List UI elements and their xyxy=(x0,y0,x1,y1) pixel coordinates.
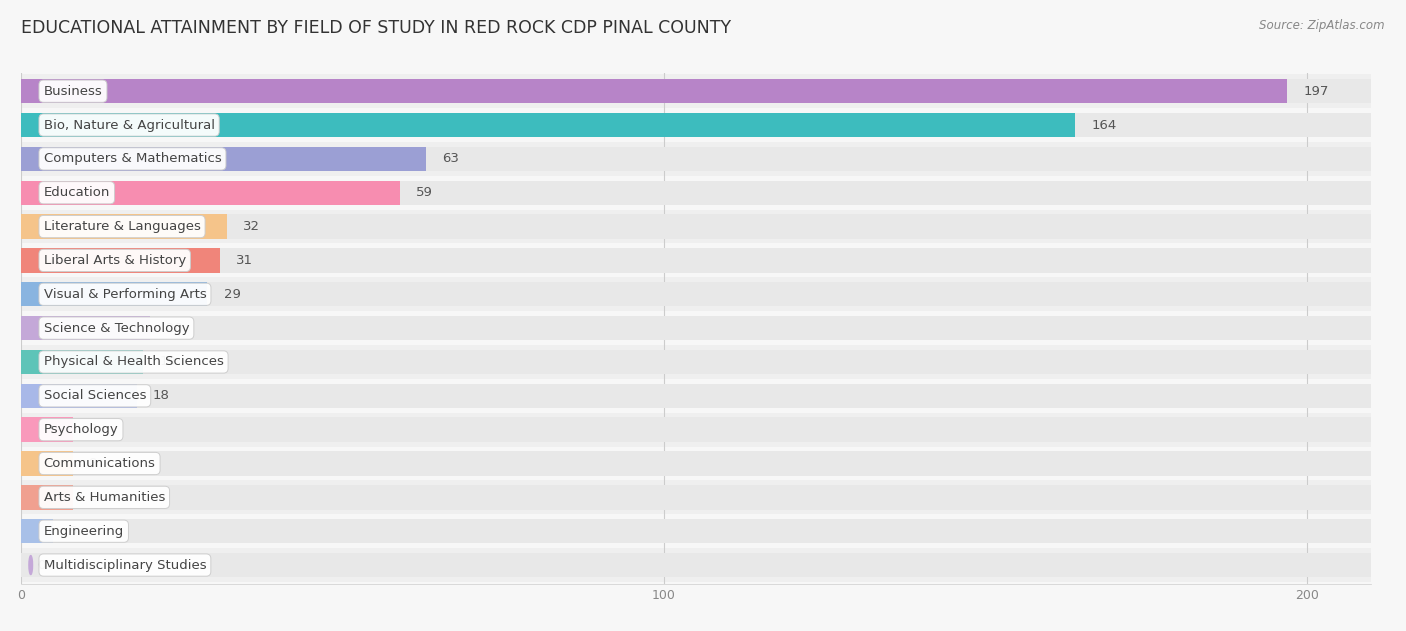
Text: Bio, Nature & Agricultural: Bio, Nature & Agricultural xyxy=(44,119,215,131)
Text: 8: 8 xyxy=(89,423,97,436)
Text: Social Sciences: Social Sciences xyxy=(44,389,146,403)
Text: 19: 19 xyxy=(159,355,176,369)
Text: 0: 0 xyxy=(37,558,45,572)
Text: Communications: Communications xyxy=(44,457,156,470)
Circle shape xyxy=(30,386,32,405)
Circle shape xyxy=(30,183,32,202)
Text: Business: Business xyxy=(44,85,103,98)
Bar xyxy=(21,180,401,205)
Circle shape xyxy=(30,150,32,168)
Bar xyxy=(21,451,73,476)
Bar xyxy=(21,316,1371,340)
Text: Source: ZipAtlas.com: Source: ZipAtlas.com xyxy=(1260,19,1385,32)
Circle shape xyxy=(30,285,32,304)
Circle shape xyxy=(30,353,32,372)
Bar xyxy=(21,79,1288,103)
Bar xyxy=(21,418,1371,442)
Bar xyxy=(21,514,1371,548)
Bar xyxy=(21,451,1371,476)
Text: 20: 20 xyxy=(166,322,183,334)
Bar xyxy=(21,244,1371,278)
Bar xyxy=(21,282,1371,307)
Circle shape xyxy=(30,217,32,236)
Bar xyxy=(21,519,1371,543)
Bar xyxy=(21,311,1371,345)
Bar xyxy=(21,215,1371,239)
Bar xyxy=(21,74,1371,108)
Bar xyxy=(21,519,53,543)
Bar xyxy=(21,379,1371,413)
Text: Physical & Health Sciences: Physical & Health Sciences xyxy=(44,355,224,369)
Text: Education: Education xyxy=(44,186,110,199)
Text: Arts & Humanities: Arts & Humanities xyxy=(44,491,165,504)
Circle shape xyxy=(30,454,32,473)
Text: Engineering: Engineering xyxy=(44,525,124,538)
Bar xyxy=(21,108,1371,142)
Bar xyxy=(21,278,1371,311)
Text: 18: 18 xyxy=(153,389,170,403)
Text: 32: 32 xyxy=(243,220,260,233)
Text: Liberal Arts & History: Liberal Arts & History xyxy=(44,254,186,267)
Circle shape xyxy=(30,420,32,439)
Text: Psychology: Psychology xyxy=(44,423,118,436)
Bar xyxy=(21,113,1371,137)
Bar xyxy=(21,485,73,510)
Text: 29: 29 xyxy=(224,288,240,301)
Text: 63: 63 xyxy=(441,152,458,165)
Bar xyxy=(21,316,149,340)
Circle shape xyxy=(30,488,32,507)
Bar xyxy=(21,480,1371,514)
Bar xyxy=(21,413,1371,447)
Bar xyxy=(21,384,136,408)
Bar xyxy=(21,345,1371,379)
Circle shape xyxy=(30,81,32,101)
Text: Multidisciplinary Studies: Multidisciplinary Studies xyxy=(44,558,207,572)
Text: EDUCATIONAL ATTAINMENT BY FIELD OF STUDY IN RED ROCK CDP PINAL COUNTY: EDUCATIONAL ATTAINMENT BY FIELD OF STUDY… xyxy=(21,19,731,37)
Text: 5: 5 xyxy=(69,525,77,538)
Bar xyxy=(21,248,1371,273)
Bar xyxy=(21,350,1371,374)
Text: 31: 31 xyxy=(236,254,253,267)
Bar xyxy=(21,350,143,374)
Text: 8: 8 xyxy=(89,491,97,504)
Bar xyxy=(21,215,226,239)
Bar xyxy=(21,142,1371,176)
Circle shape xyxy=(30,319,32,338)
Text: 164: 164 xyxy=(1091,119,1116,131)
Text: Visual & Performing Arts: Visual & Performing Arts xyxy=(44,288,207,301)
Bar xyxy=(21,418,73,442)
Bar xyxy=(21,282,208,307)
Bar xyxy=(21,79,1371,103)
Bar xyxy=(21,548,1371,582)
Bar xyxy=(21,447,1371,480)
Bar xyxy=(21,209,1371,244)
Circle shape xyxy=(30,522,32,541)
Text: 59: 59 xyxy=(416,186,433,199)
Bar xyxy=(21,146,1371,171)
Bar xyxy=(21,248,221,273)
Text: Science & Technology: Science & Technology xyxy=(44,322,190,334)
Text: 8: 8 xyxy=(89,457,97,470)
Bar xyxy=(21,384,1371,408)
Bar xyxy=(21,146,426,171)
Bar xyxy=(21,180,1371,205)
Bar xyxy=(21,176,1371,209)
Text: 197: 197 xyxy=(1303,85,1329,98)
Circle shape xyxy=(30,251,32,270)
Circle shape xyxy=(30,555,32,575)
Circle shape xyxy=(30,115,32,134)
Bar xyxy=(21,113,1076,137)
Bar xyxy=(21,485,1371,510)
Bar xyxy=(21,553,1371,577)
Text: Literature & Languages: Literature & Languages xyxy=(44,220,201,233)
Text: Computers & Mathematics: Computers & Mathematics xyxy=(44,152,221,165)
